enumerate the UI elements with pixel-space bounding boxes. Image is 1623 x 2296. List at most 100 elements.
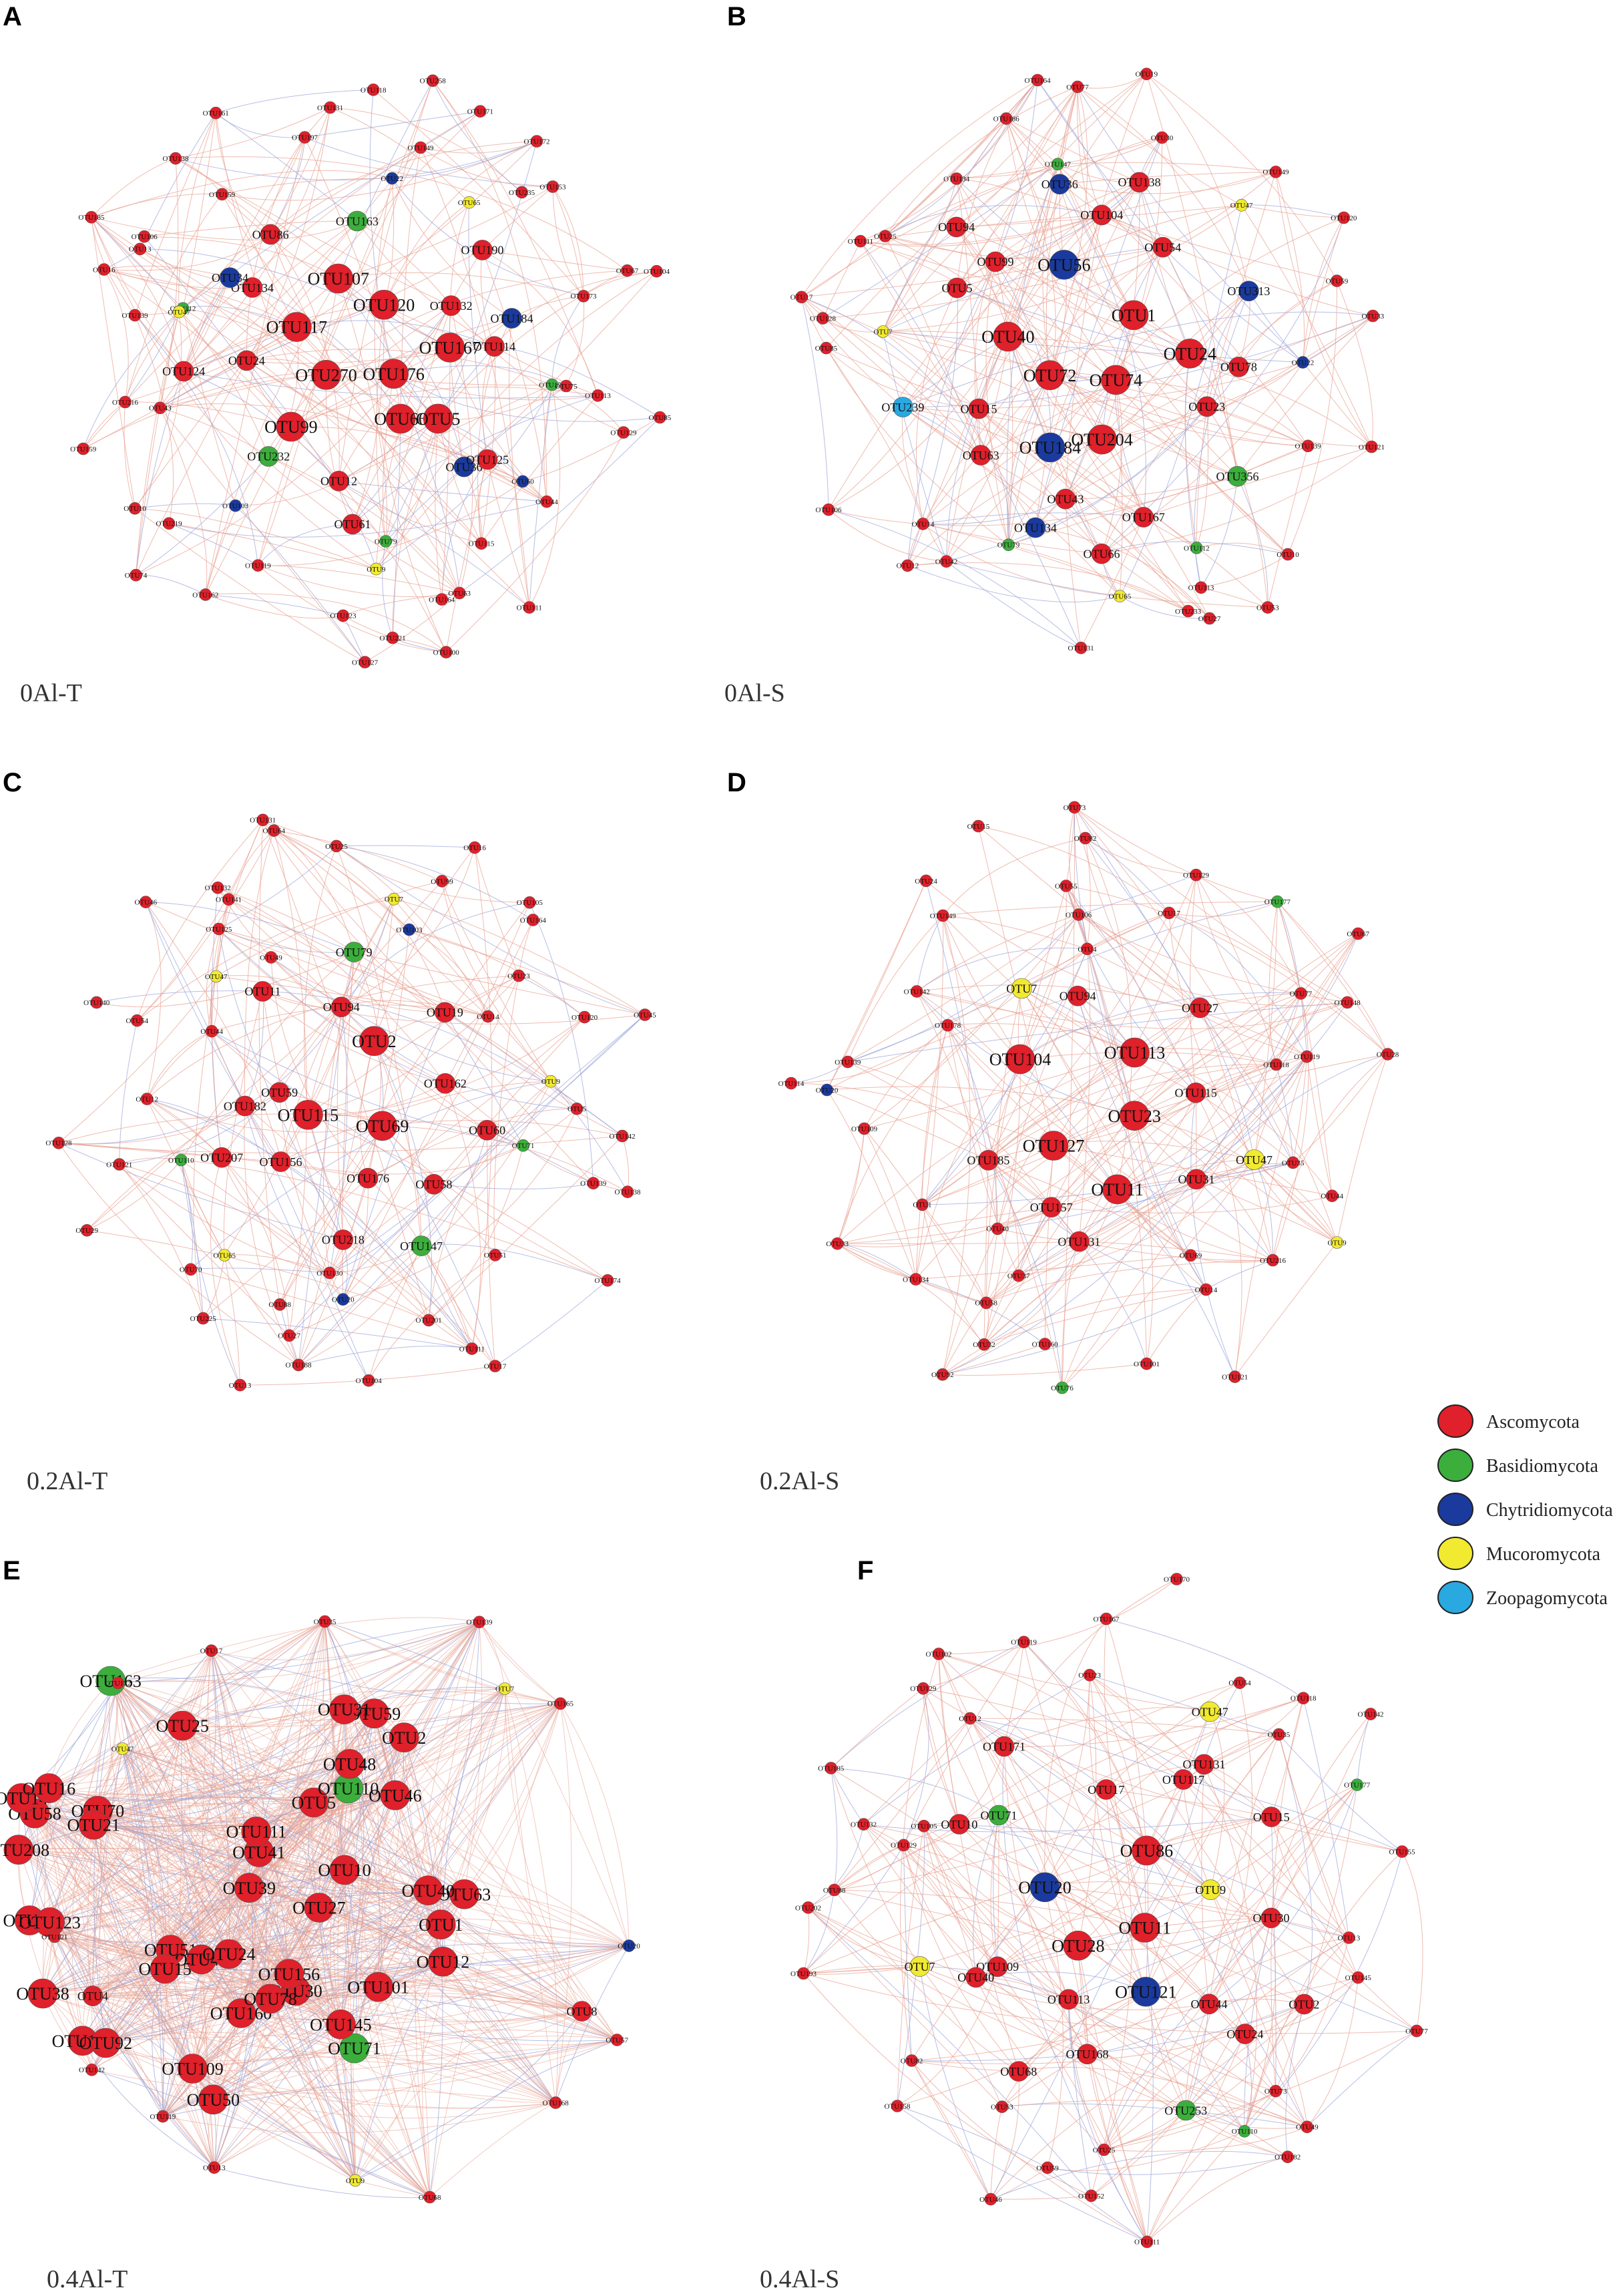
node-marker xyxy=(517,1139,529,1152)
negative-edge xyxy=(1059,184,1146,518)
node-marker xyxy=(367,1111,398,1141)
positive-edge xyxy=(217,888,446,1084)
network-node: OTU239 xyxy=(881,397,924,417)
positive-edge xyxy=(923,524,1120,597)
positive-edge xyxy=(91,216,269,457)
network-node: OTU235 xyxy=(509,186,535,199)
node-label: OTU160 xyxy=(1032,1340,1059,1348)
negative-edge xyxy=(218,929,344,1240)
positive-edge xyxy=(352,318,512,525)
nodes: OTU74OTU72OTU1OTU204OTU40OTU24OTU23OTU15… xyxy=(790,67,1385,654)
legend-swatch xyxy=(1437,1581,1473,1614)
node-marker xyxy=(587,1177,600,1189)
network-node: OTU197 xyxy=(292,131,318,144)
positive-edge xyxy=(1085,838,1091,949)
network-node: OTU132 xyxy=(205,882,231,894)
network-node: OTU28 xyxy=(1052,1931,1105,1961)
node-marker xyxy=(379,535,393,548)
network-node: OTU111 xyxy=(848,234,873,248)
panel-letter: C xyxy=(3,768,22,797)
node-label: OTU22 xyxy=(1292,359,1315,367)
positive-edge xyxy=(1077,86,1242,206)
network-node: OTU158 xyxy=(884,2100,911,2112)
network-node: OTU121 xyxy=(106,1158,132,1171)
network-node: OTU43 xyxy=(1047,488,1084,510)
negative-edge xyxy=(946,336,1009,562)
network-node: OTU79 xyxy=(336,942,373,962)
network-node: OTU101 xyxy=(1134,1357,1160,1370)
node-label: OTU64 xyxy=(262,827,285,835)
network-node: OTU25 xyxy=(1093,2143,1116,2156)
positive-edge xyxy=(1050,447,1268,608)
network-node: OTU4 xyxy=(1078,942,1097,956)
node-marker xyxy=(985,251,1006,272)
positive-edge xyxy=(1065,475,1238,500)
node-label: OTU63 xyxy=(963,449,999,462)
node-label: OTU13 xyxy=(129,246,152,254)
network-node: OTU106 xyxy=(132,230,158,243)
node-marker xyxy=(258,446,279,467)
positive-edge xyxy=(344,1621,480,1710)
positive-edge xyxy=(421,1081,551,1246)
node-label: OTU168 xyxy=(1066,2048,1109,2061)
node-marker xyxy=(465,1342,479,1355)
positive-edge xyxy=(375,466,465,570)
negative-edge xyxy=(96,990,263,1003)
node-label: OTU123 xyxy=(330,612,357,620)
negative-edge xyxy=(957,287,1239,367)
network-panel-f: OTU9OTU113OTU17OTU44OTU109OTU117OTU168OT… xyxy=(760,1556,1428,2293)
node-label: OTU124 xyxy=(162,365,205,378)
positive-edge xyxy=(552,186,584,297)
negative-edge xyxy=(205,594,344,616)
negative-edge xyxy=(885,79,1038,236)
positive-edge xyxy=(178,113,216,313)
network-node: OTU104 xyxy=(989,1044,1051,1075)
positive-edge xyxy=(160,158,179,408)
positive-edge xyxy=(221,1157,330,1274)
positive-edge xyxy=(801,264,1064,298)
negative-edge xyxy=(1200,476,1238,588)
positive-edge xyxy=(1200,554,1289,588)
network-node: OTU161 xyxy=(203,106,229,120)
node-label: OTU99 xyxy=(431,878,453,886)
positive-edge xyxy=(987,948,1088,1161)
node-label: OTU65 xyxy=(458,199,481,207)
network-node: OTU119 xyxy=(245,559,271,572)
node-marker xyxy=(1269,166,1283,178)
panel-caption: 0.4Al-T xyxy=(47,2265,128,2293)
node-label: OTU27 xyxy=(1182,1001,1218,1014)
node-marker xyxy=(1031,73,1044,87)
node-label: OTU4 xyxy=(1078,946,1097,954)
node-label: OTU111 xyxy=(226,1823,287,1842)
node-label: OTU184 xyxy=(1019,438,1081,457)
negative-edge xyxy=(1196,1179,1273,1261)
node-label: OTU109 xyxy=(162,2060,223,2079)
positive-edge xyxy=(441,347,451,600)
positive-edge xyxy=(1050,447,1197,548)
positive-edge xyxy=(860,240,1036,528)
node-label: OTU139 xyxy=(835,1059,861,1067)
negative-edge xyxy=(344,1621,480,1710)
node-label: OTU1 xyxy=(419,1915,463,1935)
node-marker xyxy=(130,568,142,582)
network-node: OTU221 xyxy=(380,631,406,644)
negative-edge xyxy=(1037,79,1190,354)
network-node: OTU11 xyxy=(244,981,281,1002)
positive-edge xyxy=(1035,406,1207,528)
node-marker xyxy=(523,601,536,614)
network-node: OTU202 xyxy=(795,1901,821,1914)
network-node: OTU46 xyxy=(134,896,158,908)
positive-edge xyxy=(1101,446,1372,554)
node-label: OTU149 xyxy=(1262,168,1289,176)
node-marker xyxy=(1025,517,1046,538)
node-label: OTU117 xyxy=(1162,1773,1204,1786)
node-label: OTU174 xyxy=(595,1277,622,1285)
positive-edge xyxy=(1007,336,1372,447)
positive-edge xyxy=(91,193,222,218)
positive-edge xyxy=(943,901,1278,916)
positive-edge xyxy=(1035,527,1210,619)
node-marker xyxy=(411,1235,432,1256)
network-node: OTU184 xyxy=(491,308,533,329)
positive-edge xyxy=(160,407,208,595)
node-marker xyxy=(128,309,142,322)
